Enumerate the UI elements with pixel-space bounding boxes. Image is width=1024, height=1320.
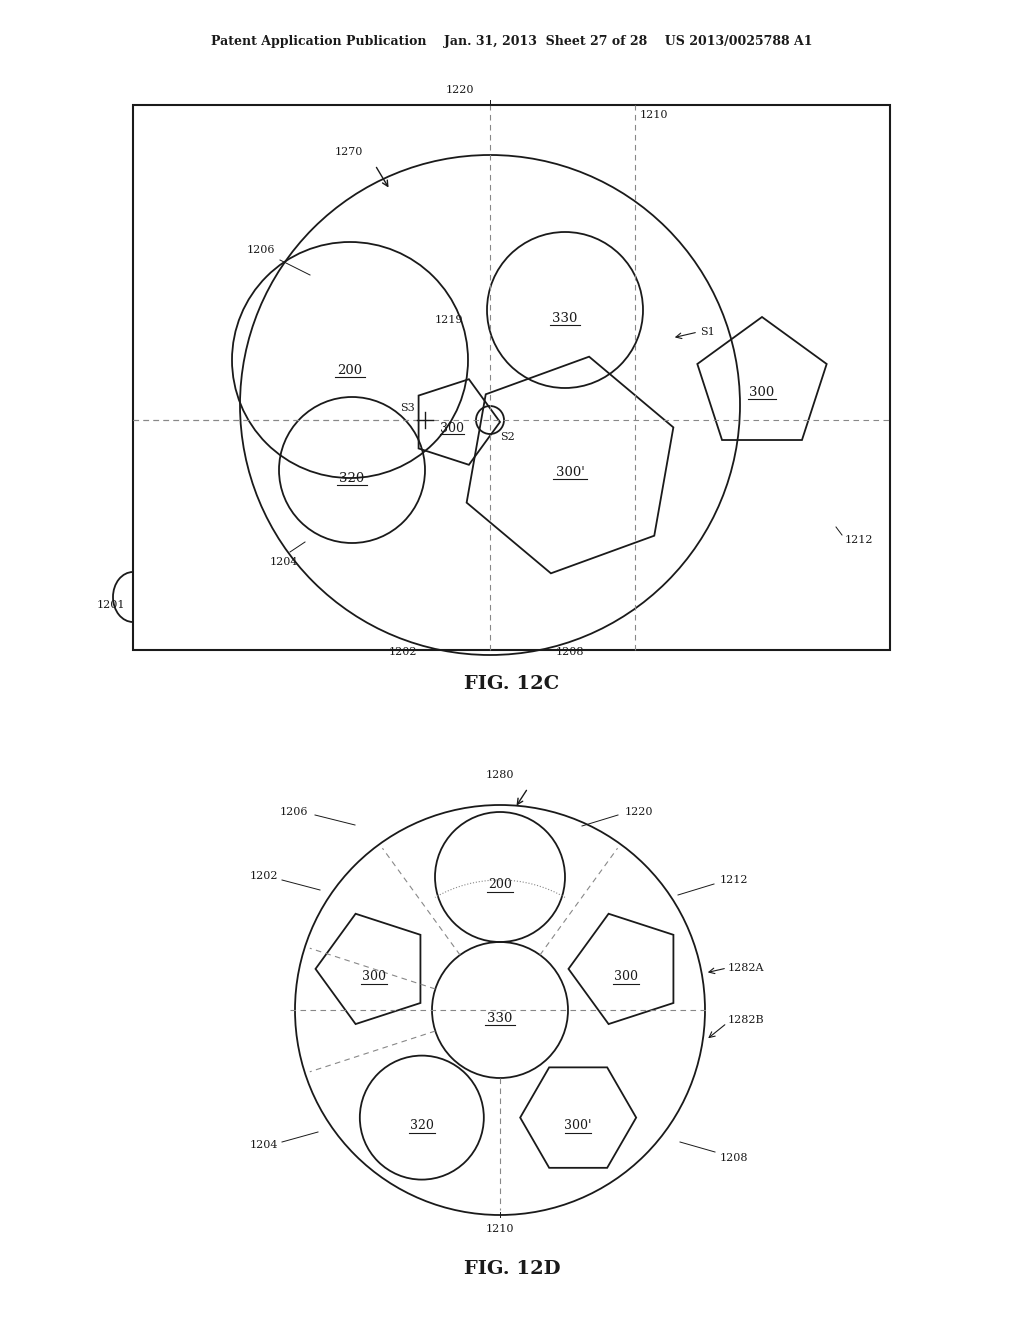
Text: 330: 330 xyxy=(487,1011,513,1024)
Text: Patent Application Publication    Jan. 31, 2013  Sheet 27 of 28    US 2013/00257: Patent Application Publication Jan. 31, … xyxy=(211,36,813,48)
Text: 1220: 1220 xyxy=(625,807,653,817)
Text: 320: 320 xyxy=(410,1119,434,1133)
Text: 1219: 1219 xyxy=(435,315,464,325)
Text: 200: 200 xyxy=(338,363,362,376)
Text: S1: S1 xyxy=(700,327,715,337)
Text: FIG. 12C: FIG. 12C xyxy=(464,675,560,693)
Text: 300: 300 xyxy=(361,970,385,983)
Text: S3: S3 xyxy=(400,403,415,413)
Text: 300': 300' xyxy=(564,1119,592,1133)
Text: 1206: 1206 xyxy=(280,807,308,817)
Text: 1220: 1220 xyxy=(445,84,474,95)
Text: 300: 300 xyxy=(440,421,464,434)
Text: 1202: 1202 xyxy=(250,871,278,880)
Text: S2: S2 xyxy=(500,432,515,442)
Text: FIG. 12D: FIG. 12D xyxy=(464,1261,560,1278)
Text: 1202: 1202 xyxy=(389,647,417,657)
Text: 330: 330 xyxy=(552,312,578,325)
Bar xyxy=(133,106,890,649)
Text: 1208: 1208 xyxy=(720,1152,749,1163)
Text: 1204: 1204 xyxy=(270,557,299,568)
Text: 1282A: 1282A xyxy=(728,964,765,973)
Text: 320: 320 xyxy=(339,471,365,484)
Text: 1204: 1204 xyxy=(250,1140,278,1150)
Text: 1282B: 1282B xyxy=(728,1015,765,1026)
Text: 200: 200 xyxy=(488,879,512,891)
Text: 1212: 1212 xyxy=(845,535,873,545)
Text: 1280: 1280 xyxy=(485,770,514,780)
Text: 1201: 1201 xyxy=(96,601,125,610)
Text: 1270: 1270 xyxy=(335,147,364,157)
Text: 1208: 1208 xyxy=(556,647,585,657)
Text: 1212: 1212 xyxy=(720,875,749,884)
Text: 1210: 1210 xyxy=(485,1224,514,1234)
Text: 300: 300 xyxy=(614,970,639,983)
Text: 300: 300 xyxy=(750,385,774,399)
Text: 1206: 1206 xyxy=(247,246,275,255)
Text: 1210: 1210 xyxy=(640,110,669,120)
Text: 300': 300' xyxy=(556,466,585,479)
